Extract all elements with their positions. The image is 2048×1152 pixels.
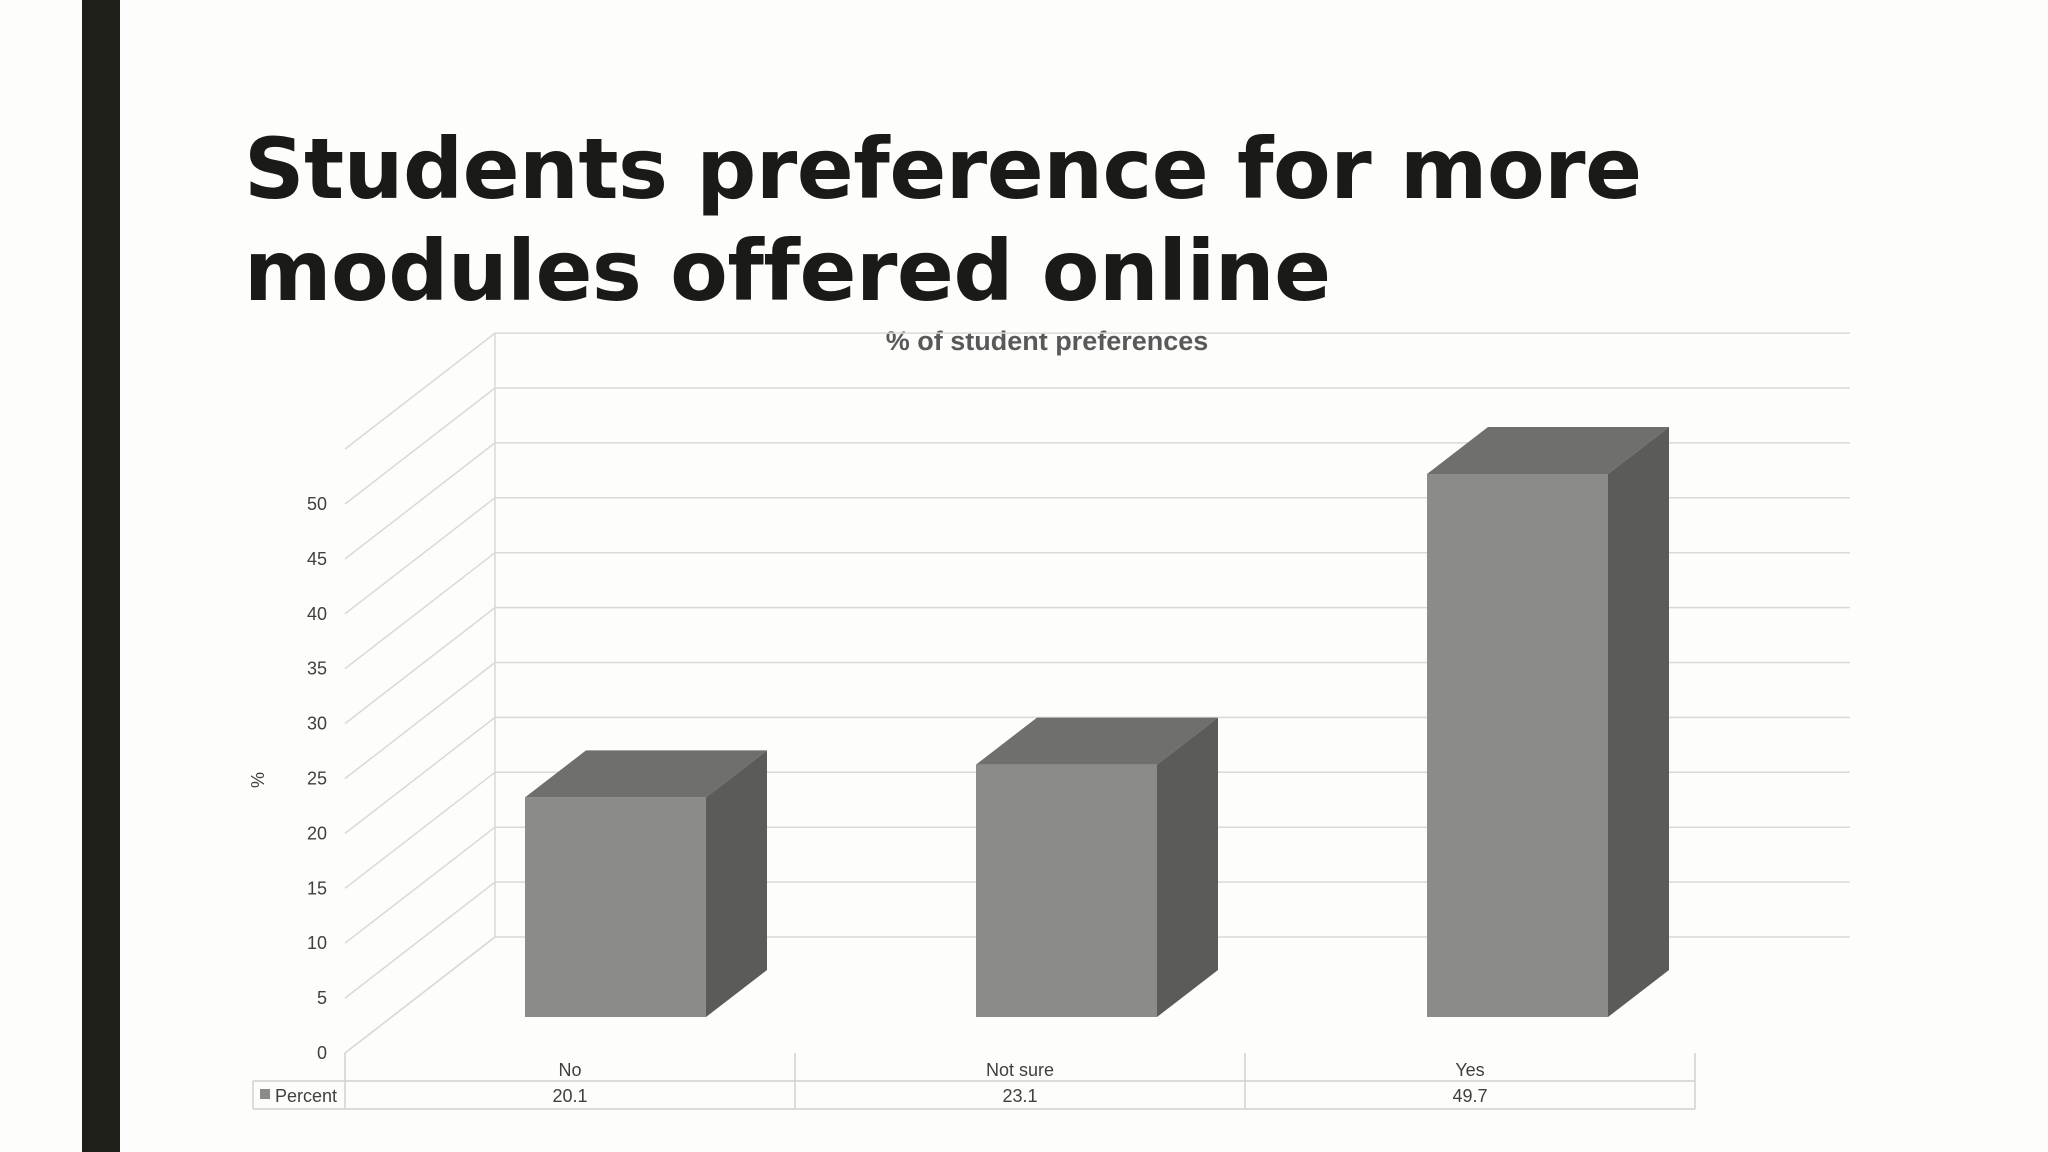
slide-title: Students preference for more modules off… (244, 120, 1642, 320)
x-category-label: Not sure (986, 1060, 1054, 1080)
bar-front-face (976, 764, 1157, 1017)
y-axis-label: % (248, 772, 268, 788)
data-value-label: 23.1 (1002, 1086, 1037, 1106)
slide-accent-bar (82, 0, 120, 1152)
gridline-side (344, 771, 496, 889)
gridline-side (344, 881, 496, 999)
chart-title: % of student preferences (886, 326, 1209, 356)
gridline-side (344, 442, 496, 560)
gridline-side (344, 387, 496, 505)
bar-front-face (525, 797, 706, 1017)
y-tick-label: 50 (307, 494, 327, 514)
gridline-side (344, 716, 496, 834)
y-axis: 0 5 10 15 20 25 30 35 40 45 50 (307, 494, 327, 1063)
y-tick-label: 5 (317, 988, 327, 1008)
bar-top-face (976, 717, 1218, 765)
y-tick-label: 0 (317, 1043, 327, 1063)
bar-top-face (1427, 427, 1669, 474)
y-tick-label: 45 (307, 549, 327, 569)
bar-side-face (1608, 427, 1669, 1017)
floor-edge (344, 936, 496, 1054)
y-tick-label: 20 (307, 823, 327, 843)
data-value-label: 20.1 (552, 1086, 587, 1106)
x-category-label: Yes (1455, 1060, 1484, 1080)
gridline-side (344, 552, 496, 670)
gridline-side (344, 826, 496, 944)
gridline-side (344, 661, 496, 780)
bar-front-face (1427, 474, 1608, 1017)
bar-yes (1427, 427, 1669, 1017)
y-tick-label: 25 (307, 769, 327, 789)
legend-series-name: Percent (275, 1086, 337, 1106)
x-category-label: No (558, 1060, 581, 1080)
gridline-side (344, 497, 496, 615)
bar-not-sure (976, 717, 1218, 1017)
bars (525, 427, 1669, 1017)
legend-swatch (260, 1089, 270, 1099)
y-tick-label: 30 (307, 714, 327, 734)
data-value-label: 49.7 (1452, 1086, 1487, 1106)
y-tick-label: 10 (307, 933, 327, 953)
y-tick-label: 15 (307, 878, 327, 898)
bar-side-face (1157, 717, 1218, 1017)
gridline-side (344, 607, 496, 725)
bar-no (525, 750, 767, 1017)
y-tick-label: 35 (307, 659, 327, 679)
bar-top-face (525, 750, 767, 798)
y-tick-label: 40 (307, 604, 327, 624)
gridline-side (344, 332, 496, 450)
data-table: No 20.1 Not sure 23.1 Yes 49.7 Percent (252, 1053, 1696, 1110)
bar-side-face (706, 750, 767, 1017)
